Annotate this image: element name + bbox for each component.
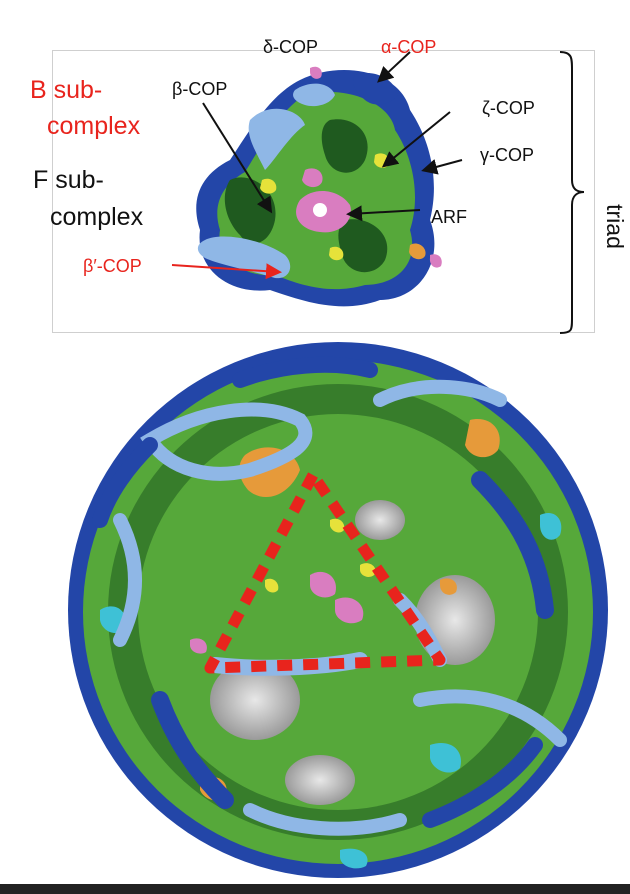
- beta-prime-cop-arrow: [171, 263, 282, 280]
- f-subcomplex-label-line2: complex: [50, 203, 144, 231]
- f-subcomplex-label-line1: F sub-: [33, 166, 104, 194]
- coatomer-cage: [68, 342, 608, 878]
- triad-label: triad: [601, 204, 628, 249]
- gamma-cop-arrow: [421, 159, 463, 175]
- arf-arrow: [346, 205, 421, 222]
- beta-prime-cop-label: β′-COP: [83, 256, 142, 276]
- triad-bracket: [559, 51, 585, 334]
- annotation-arrows: [171, 51, 463, 280]
- beta-cop-arrow: [202, 102, 273, 214]
- beta-cop-label: β-COP: [172, 79, 228, 99]
- arf-label: ARF: [431, 207, 467, 227]
- alpha-cop-arrow: [377, 51, 411, 83]
- gamma-cop-label: γ-COP: [480, 145, 534, 165]
- triad-frame: [52, 50, 595, 333]
- zeta-cop-label: ζ-COP: [482, 98, 535, 118]
- delta-cop-label: δ-COP: [263, 37, 319, 57]
- triad-structure: [196, 66, 442, 307]
- bottom-bar: [0, 884, 630, 894]
- triad-outline-triangle: [204, 469, 446, 674]
- b-subcomplex-label-line1: B sub-: [30, 76, 103, 104]
- alpha-cop-label: α-COP: [381, 37, 437, 57]
- zeta-cop-arrow: [381, 111, 451, 168]
- b-subcomplex-label-line2: complex: [47, 112, 141, 140]
